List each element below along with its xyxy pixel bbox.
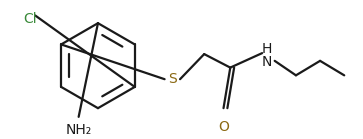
Text: O: O (218, 120, 229, 134)
Text: Cl: Cl (24, 12, 37, 26)
Text: H: H (262, 43, 272, 56)
Text: S: S (168, 72, 177, 86)
Text: N: N (262, 55, 272, 69)
Text: NH₂: NH₂ (66, 123, 92, 137)
